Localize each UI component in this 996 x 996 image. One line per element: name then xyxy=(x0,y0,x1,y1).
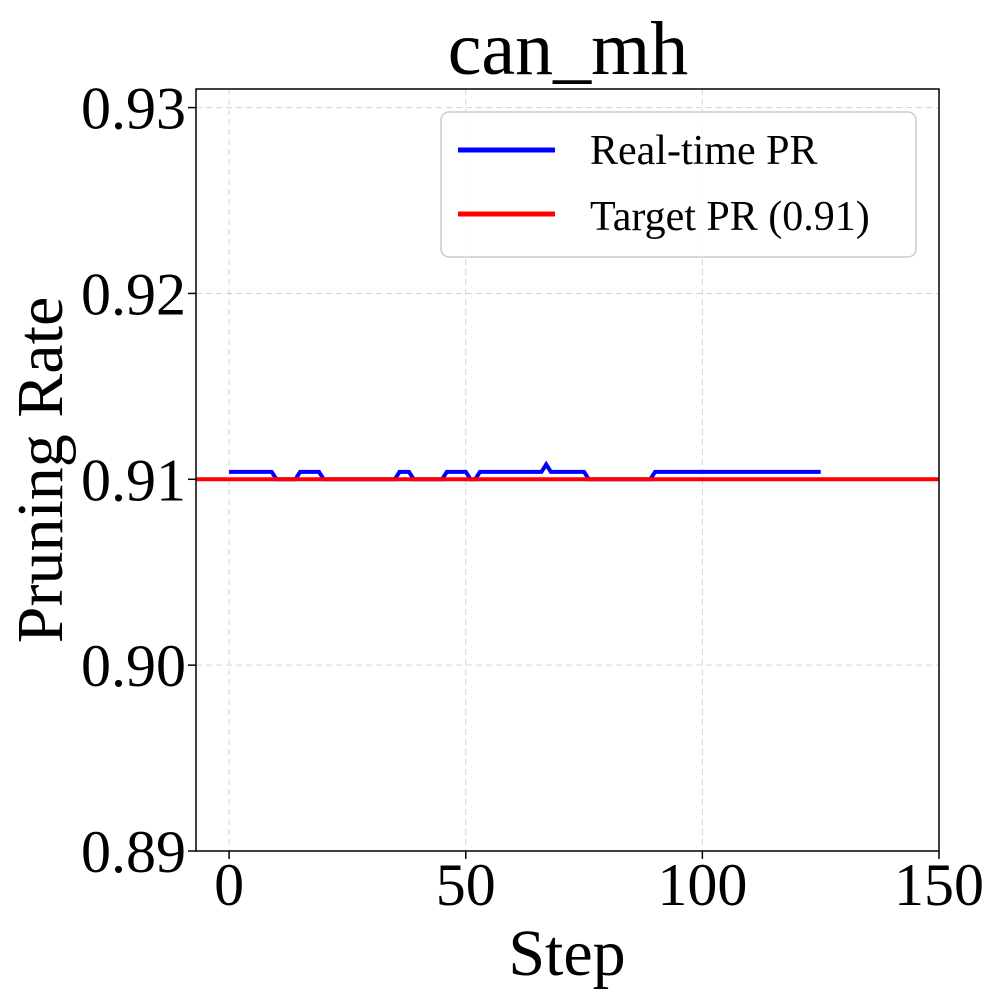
plot-frame xyxy=(195,88,940,852)
x-tick-label: 150 xyxy=(894,852,984,918)
y-tick-label: 0.93 xyxy=(81,76,186,142)
legend-label-target: Target PR (0.91) xyxy=(590,194,870,240)
y-tick-label: 0.91 xyxy=(81,447,186,513)
series-layer xyxy=(196,460,939,482)
y-tick-label: 0.92 xyxy=(81,261,186,327)
y-tick-label: 0.90 xyxy=(81,633,186,699)
legend-box xyxy=(440,111,917,258)
y-tick-label: 0.89 xyxy=(81,819,186,885)
x-axis-label: Step xyxy=(508,917,625,990)
tick-layer: 0 50 100 150 0.89 0.90 0.91 0.92 0.93 xyxy=(81,76,984,918)
x-tick-label: 0 xyxy=(214,852,244,918)
legend: Real-time PR Target PR (0.91) xyxy=(440,111,917,258)
chart-title: can_mh xyxy=(448,7,689,91)
legend-label-realtime: Real-time PR xyxy=(590,128,817,174)
x-tick-label: 100 xyxy=(657,852,747,918)
y-axis-label: Pruning Rate xyxy=(4,297,77,643)
series-line-realtime-pr xyxy=(229,460,821,482)
x-tick-label: 50 xyxy=(436,852,496,918)
